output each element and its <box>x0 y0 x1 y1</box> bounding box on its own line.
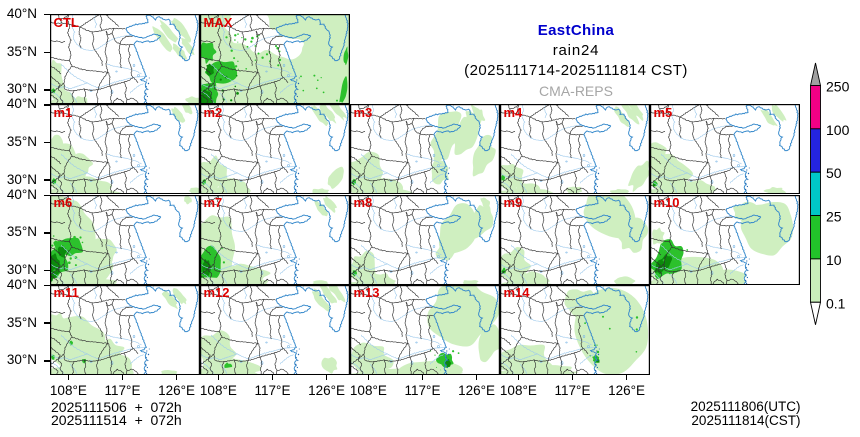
svg-text:100: 100 <box>826 122 850 138</box>
svg-text:25: 25 <box>826 209 842 225</box>
svg-text:0.1: 0.1 <box>826 295 846 311</box>
svg-text:50: 50 <box>826 165 842 181</box>
svg-text:250: 250 <box>826 79 850 95</box>
svg-text:10: 10 <box>826 252 842 268</box>
